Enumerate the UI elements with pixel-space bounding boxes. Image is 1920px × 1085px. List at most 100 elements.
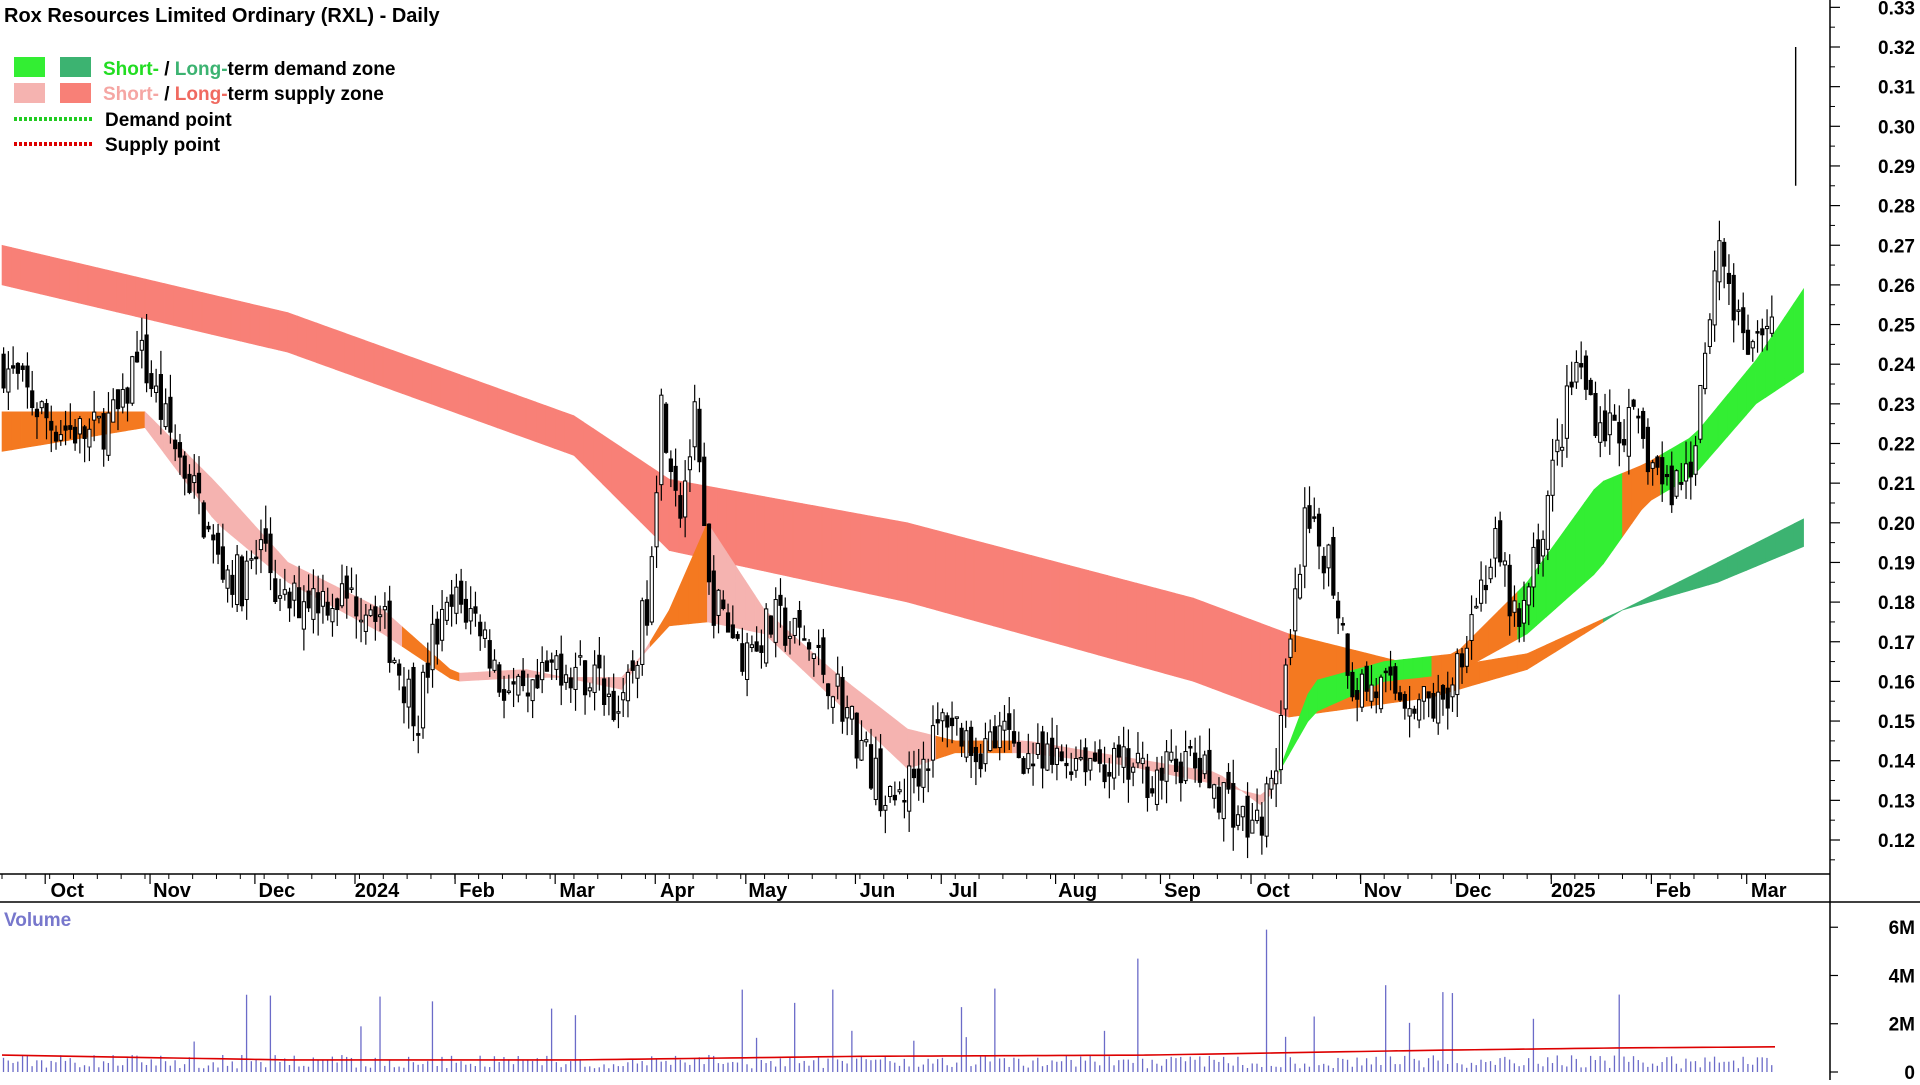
price-bar-body bbox=[1607, 412, 1612, 436]
date-tick-label: Dec bbox=[259, 880, 296, 902]
long-term-zone-segment bbox=[1555, 635, 1566, 653]
price-tick-label: 0.14 bbox=[1878, 752, 1915, 773]
short-term-zone-segment bbox=[1250, 792, 1261, 806]
price-bar-body bbox=[487, 640, 492, 669]
long-term-zone-segment bbox=[573, 415, 584, 466]
price-bar-body bbox=[292, 582, 297, 601]
legend-supply-rest: term supply zone bbox=[228, 84, 384, 105]
price-bar-body bbox=[25, 365, 30, 388]
price-bar-body bbox=[1221, 782, 1226, 820]
price-bar-body bbox=[1364, 665, 1369, 692]
price-axis-ticks: 0.12 0.13 0.14 0.15 0.16 0.17 0.18 0.19 0.20 0.21… bbox=[1830, 0, 1915, 861]
price-bar-body bbox=[358, 619, 364, 623]
long-term-zone-segment bbox=[468, 377, 479, 422]
long-term-zone-segment bbox=[173, 285, 184, 328]
long-term-zone-segment bbox=[1517, 653, 1528, 673]
price-bar-body bbox=[554, 655, 559, 670]
price-bar-body bbox=[1197, 757, 1202, 783]
date-tick-label: Apr bbox=[660, 880, 695, 902]
long-term-zone-segment bbox=[545, 405, 556, 449]
volume-tick-label: 6M bbox=[1889, 918, 1915, 939]
price-bar-body bbox=[1407, 708, 1412, 717]
price-bar-body bbox=[873, 757, 878, 800]
long-term-zone-segment bbox=[1031, 555, 1042, 640]
price-bar-body bbox=[268, 533, 273, 574]
short-term-zone-segment bbox=[1422, 655, 1433, 678]
zones-layer bbox=[1, 244, 1804, 806]
price-bar-body bbox=[1140, 757, 1145, 765]
long-term-zone-segment bbox=[449, 370, 460, 415]
price-bar-body bbox=[854, 712, 859, 759]
price-bar-body bbox=[1240, 805, 1245, 818]
price-bar-body bbox=[663, 403, 669, 453]
price-bar-body bbox=[730, 624, 735, 639]
price-bar-body bbox=[1745, 329, 1751, 355]
long-term-zone-segment bbox=[1021, 552, 1032, 637]
price-tick-label: 0.17 bbox=[1878, 633, 1915, 654]
legend-demand-rest: term demand zone bbox=[228, 59, 396, 80]
price-bar-body bbox=[1369, 684, 1374, 702]
long-term-zone-segment bbox=[49, 256, 60, 299]
price-tick-label: 0.28 bbox=[1878, 197, 1915, 218]
long-term-zone-segment bbox=[554, 408, 565, 453]
price-bar-body bbox=[1517, 608, 1522, 627]
price-bar-body bbox=[378, 614, 383, 618]
price-bar-body bbox=[1193, 752, 1198, 769]
short-term-zone-segment bbox=[1, 411, 12, 452]
long-term-zone-segment bbox=[1507, 654, 1518, 676]
price-bar-body bbox=[549, 659, 554, 663]
short-term-zone-segment bbox=[1622, 468, 1633, 538]
price-bar-body bbox=[892, 794, 897, 801]
long-term-zone-segment bbox=[1050, 560, 1061, 645]
short-term-zone-segment bbox=[668, 588, 680, 627]
long-term-zone-segment bbox=[116, 271, 127, 315]
price-bar-body bbox=[1078, 757, 1083, 760]
price-bar-body bbox=[649, 556, 654, 623]
long-term-zone-segment bbox=[945, 532, 956, 616]
price-tick-label: 0.20 bbox=[1878, 514, 1915, 535]
price-tick-label: 0.19 bbox=[1878, 553, 1915, 574]
long-term-zone-segment bbox=[268, 307, 279, 351]
price-bar-body bbox=[1464, 647, 1469, 667]
price-bar-body bbox=[1621, 438, 1627, 446]
price-bar-body bbox=[1474, 605, 1479, 609]
price-bar-body bbox=[902, 799, 907, 803]
price-bar-body bbox=[68, 425, 73, 430]
price-bar-body bbox=[888, 785, 893, 798]
short-term-zone-segment bbox=[1727, 382, 1738, 438]
long-term-zone-segment bbox=[1545, 640, 1557, 659]
price-bar-body bbox=[397, 663, 402, 676]
price-bar-body bbox=[249, 558, 254, 561]
long-term-zone-segment bbox=[125, 274, 136, 317]
price-bar-body bbox=[1683, 463, 1689, 482]
date-tick-label: Jul bbox=[949, 880, 978, 902]
long-term-zone-segment bbox=[888, 518, 899, 601]
long-term-zone-segment bbox=[583, 421, 594, 476]
price-bar-body bbox=[82, 426, 87, 440]
price-bar-body bbox=[988, 731, 993, 752]
price-bar-body bbox=[111, 399, 116, 423]
short-term-zone-segment bbox=[1574, 502, 1585, 593]
price-bar-body bbox=[926, 768, 931, 771]
price-bar-body bbox=[349, 587, 354, 590]
volume-tick-label: 0 bbox=[1904, 1063, 1915, 1080]
price-bar-body bbox=[916, 768, 921, 787]
long-term-zone-segment bbox=[1736, 547, 1747, 575]
price-bar-body bbox=[192, 475, 197, 484]
long-term-zone-segment bbox=[878, 517, 889, 599]
date-tick-label: Mar bbox=[1751, 880, 1787, 902]
long-term-zone-segment bbox=[811, 504, 823, 584]
price-bar-body bbox=[1145, 766, 1150, 798]
legend-swatch-short-supply bbox=[14, 83, 45, 103]
price-bar-body bbox=[1550, 459, 1555, 496]
price-bar-body bbox=[659, 394, 664, 486]
price-bar-body bbox=[206, 525, 211, 530]
short-term-zone-segment bbox=[545, 673, 556, 678]
price-bar-body bbox=[1002, 720, 1007, 731]
long-term-zone-segment bbox=[1574, 627, 1585, 641]
long-term-zone-segment bbox=[1765, 532, 1776, 563]
price-bar-body bbox=[835, 673, 840, 687]
price-bar-body bbox=[568, 677, 573, 689]
price-bar-body bbox=[868, 744, 874, 789]
price-bar-body bbox=[316, 592, 321, 614]
